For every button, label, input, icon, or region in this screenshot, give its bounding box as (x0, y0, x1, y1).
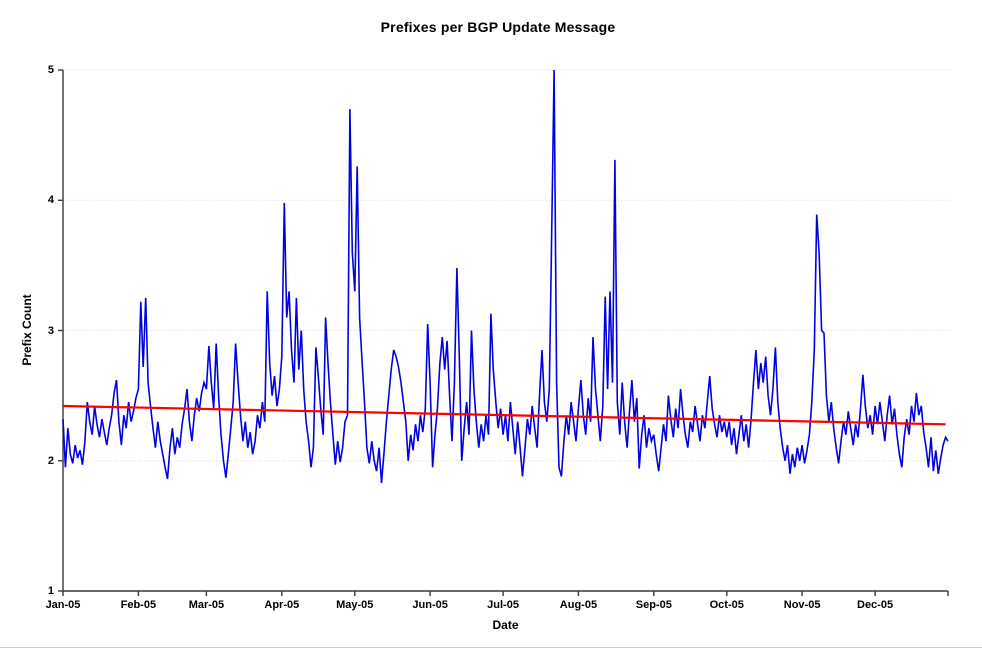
x-tick-label-Jun-05: Jun-05 (412, 599, 448, 611)
y-tick-label-3: 3 (47, 324, 54, 337)
x-tick-label-Dec-05: Dec-05 (857, 599, 894, 611)
x-tick-label-Jan-05: Jan-05 (45, 599, 81, 611)
x-tick-label-Mar-05: Mar-05 (188, 599, 225, 611)
x-axis-title: Date (492, 618, 519, 632)
x-tick-label-Feb-05: Feb-05 (120, 599, 157, 611)
y-tick-label-2: 2 (47, 454, 54, 467)
trend-line (62, 404, 946, 426)
chart-title: Prefixes per BGP Update Message (380, 19, 616, 35)
page-bottom-rule (0, 647, 982, 648)
x-tick-label-Jul-05: Jul-05 (487, 599, 519, 611)
x-tick-label-Nov-05: Nov-05 (783, 599, 821, 611)
y-tick-label-1: 1 (47, 585, 54, 597)
x-tick-label-Apr-05: Apr-05 (264, 599, 300, 611)
x-tick-label-Sep-05: Sep-05 (635, 599, 672, 611)
y-tick-label-5: 5 (47, 64, 54, 76)
y-tick-label-4: 4 (47, 194, 54, 207)
x-tick-label-May-05: May-05 (336, 599, 374, 611)
x-tick-label-Aug-05: Aug-05 (559, 599, 598, 611)
x-tick-label-Oct-05: Oct-05 (709, 599, 744, 611)
